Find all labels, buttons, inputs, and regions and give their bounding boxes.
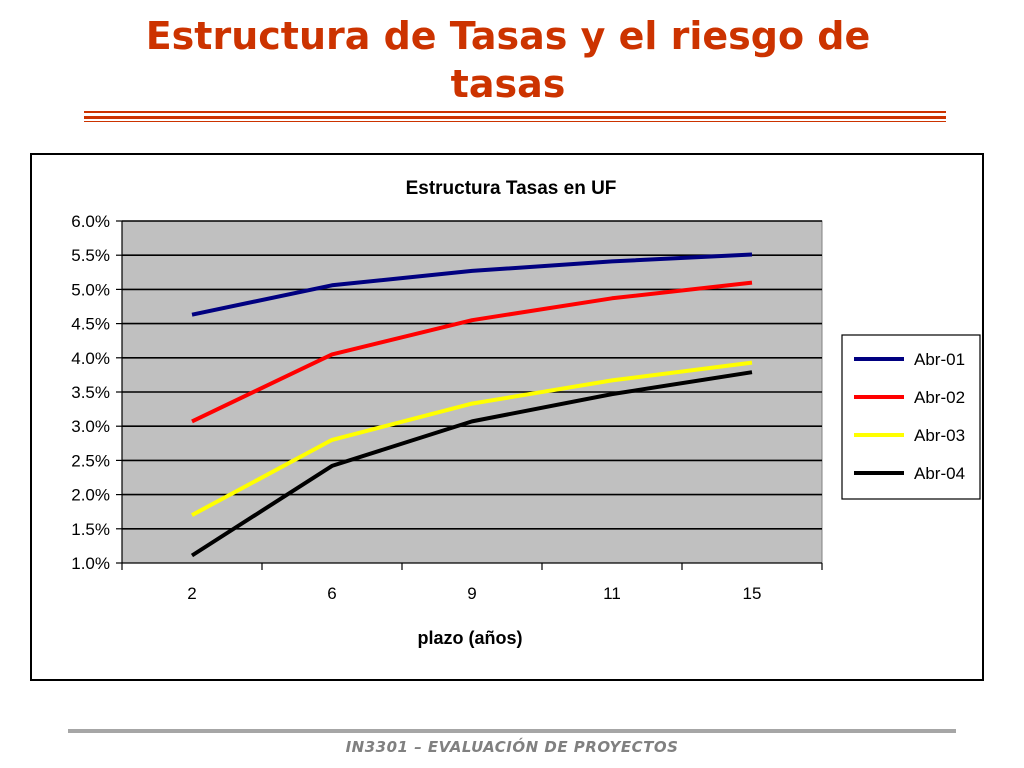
y-tick-label: 2.0% [71,486,110,505]
chart-frame: Estructura Tasas en UF 1.0% 1.5% 2.0% 2.5% 3… [30,153,984,681]
legend: Abr-01 Abr-02 Abr-03 Abr-04 [841,334,981,500]
x-axis-label: plazo (años) [417,628,522,648]
y-tick-label: 3.0% [71,417,110,436]
x-tick-label: 9 [467,584,476,603]
y-tick-label: 1.0% [71,554,110,573]
y-tick-label: 4.0% [71,349,110,368]
slide-title: Estructura de Tasas y el riesgo de tasas [145,14,871,106]
y-tick-label: 3.5% [71,383,110,402]
title-rule-bottom [84,121,946,122]
legend-label: Abr-01 [914,350,965,369]
title-rule-top [84,111,946,113]
y-tick-label: 5.0% [71,280,110,299]
x-tick-label: 15 [743,584,762,603]
y-tick-label: 1.5% [71,520,110,539]
line-chart: Estructura Tasas en UF 1.0% 1.5% 2.0% 2.5% 3… [71,178,981,648]
series-line-abr-04 [190,370,753,558]
series-line-abr-02 [191,280,753,424]
series-line-abr-03 [191,360,753,517]
footer-rule [68,729,956,733]
chart-title: Estructura Tasas en UF [406,178,617,199]
series-line-abr-01 [191,252,753,317]
y-tick-label: 6.0% [71,212,110,231]
x-tick-label: 6 [327,584,336,603]
footer-text: IN3301 – EVALUACIÓN DE PROYECTOS [345,738,679,756]
plot-area: 1.0% 1.5% 2.0% 2.5% 3.0% 3.5% 4.0% 4.5% 5.0% 5.5%… [71,212,823,603]
y-tick-label: 4.5% [71,315,110,334]
legend-label: Abr-04 [914,464,965,483]
legend-label: Abr-03 [914,426,965,445]
y-tick-label: 5.5% [71,246,110,265]
x-tick-label: 11 [603,584,621,603]
y-tick-label: 2.5% [71,451,110,470]
legend-label: Abr-02 [914,388,965,407]
title-rule-middle [84,116,946,119]
x-tick-label: 2 [187,584,196,603]
